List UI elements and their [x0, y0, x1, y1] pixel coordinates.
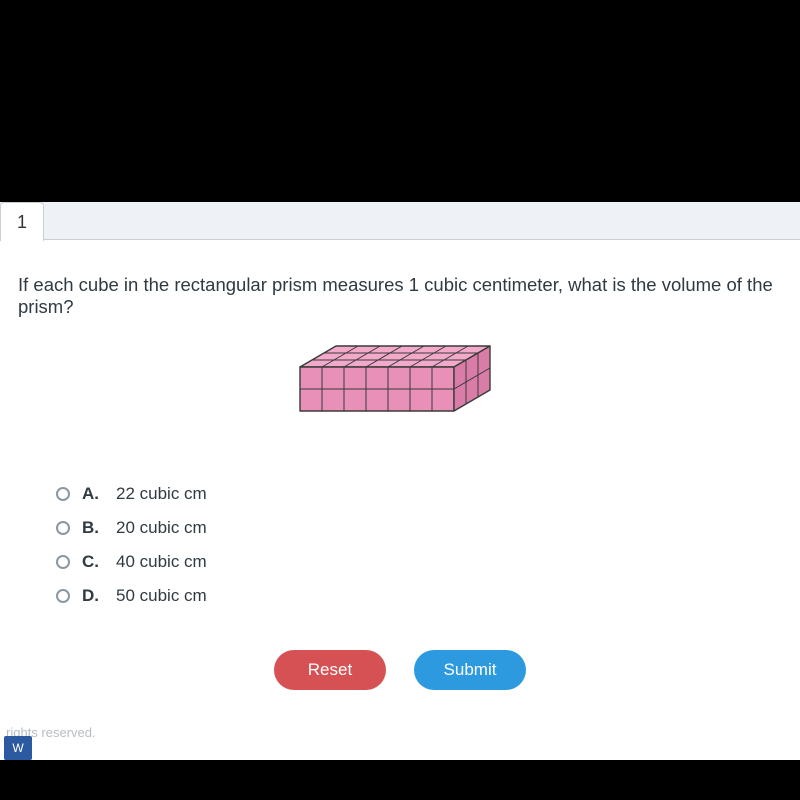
reset-button[interactable]: Reset	[274, 650, 386, 690]
choice-text: 50 cubic cm	[116, 586, 207, 606]
choice-letter: A.	[82, 484, 100, 504]
choice-b[interactable]: B. 20 cubic cm	[56, 518, 782, 538]
choice-text: 22 cubic cm	[116, 484, 207, 504]
question-text: If each cube in the rectangular prism me…	[18, 274, 782, 318]
radio-icon	[56, 487, 70, 501]
choice-letter: C.	[82, 552, 100, 572]
submit-label: Submit	[444, 660, 497, 680]
tab-divider	[0, 239, 800, 240]
prism-svg	[270, 336, 530, 456]
quiz-screen: 1 If each cube in the rectangular prism …	[0, 202, 800, 760]
choice-text: 20 cubic cm	[116, 518, 207, 538]
submit-button[interactable]: Submit	[414, 650, 526, 690]
taskbar-app-icon[interactable]: W	[4, 736, 32, 760]
reset-label: Reset	[308, 660, 352, 680]
question-panel: If each cube in the rectangular prism me…	[0, 240, 800, 760]
choice-letter: B.	[82, 518, 100, 538]
tab-question-1[interactable]: 1	[0, 202, 44, 241]
action-buttons: Reset Submit	[18, 650, 782, 690]
choice-letter: D.	[82, 586, 100, 606]
answer-choices: A. 22 cubic cm B. 20 cubic cm C. 40 cubic cm D…	[56, 484, 782, 606]
choice-c[interactable]: C. 40 cubic cm	[56, 552, 782, 572]
tab-number: 1	[17, 212, 27, 233]
radio-icon	[56, 589, 70, 603]
choice-d[interactable]: D. 50 cubic cm	[56, 586, 782, 606]
choice-a[interactable]: A. 22 cubic cm	[56, 484, 782, 504]
word-icon: W	[12, 741, 23, 755]
radio-icon	[56, 521, 70, 535]
prism-figure	[18, 336, 782, 456]
choice-text: 40 cubic cm	[116, 552, 207, 572]
radio-icon	[56, 555, 70, 569]
